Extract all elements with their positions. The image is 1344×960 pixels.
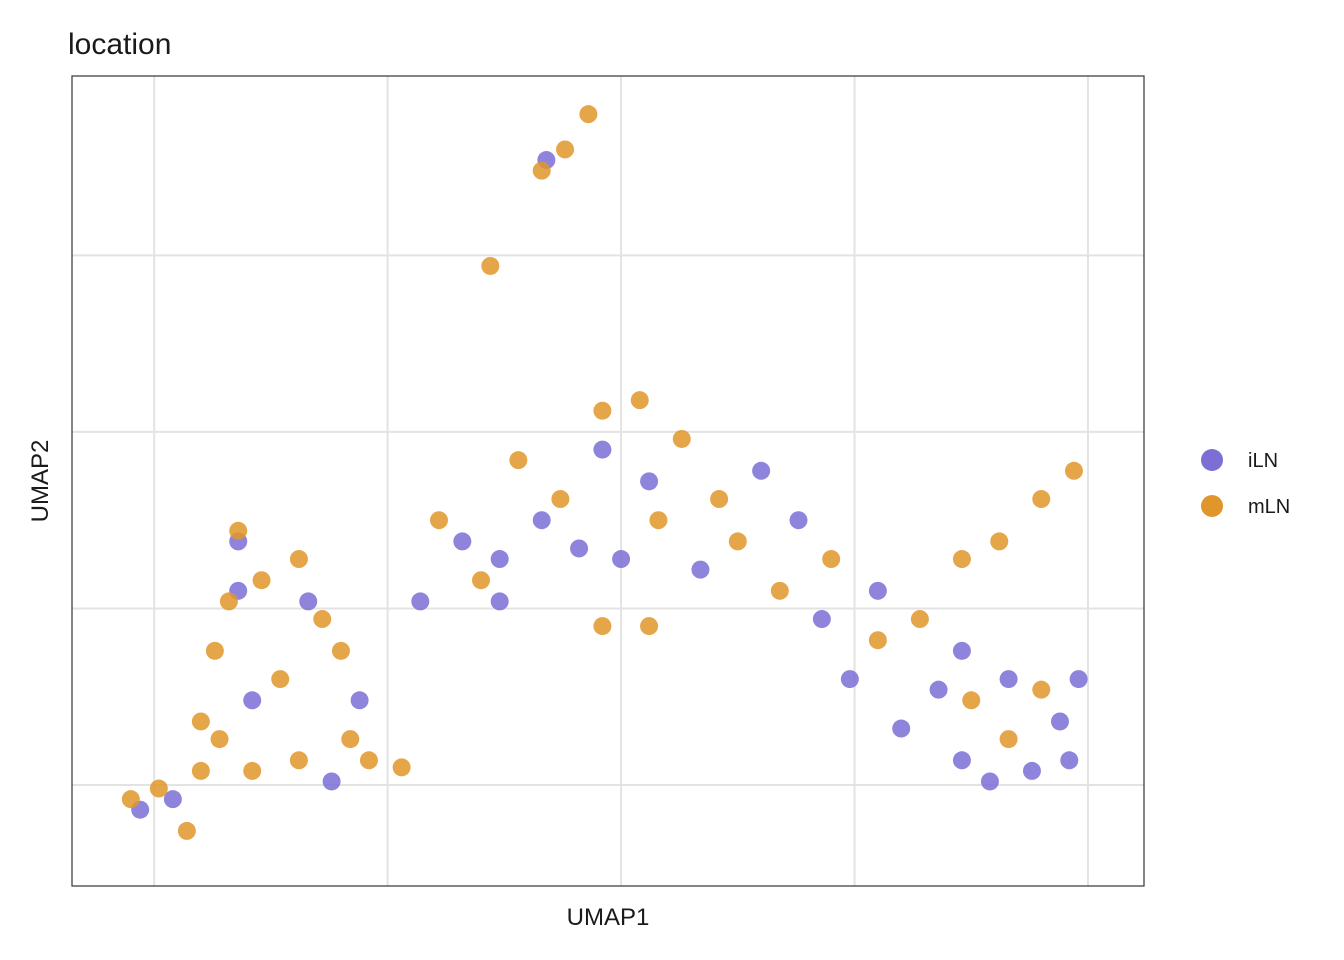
point bbox=[612, 550, 631, 569]
chart-title: location bbox=[68, 28, 171, 61]
point bbox=[1032, 490, 1051, 509]
point bbox=[952, 641, 971, 660]
legend-marker bbox=[1201, 495, 1223, 517]
point bbox=[728, 532, 747, 551]
point bbox=[532, 511, 551, 530]
point bbox=[177, 821, 196, 840]
point bbox=[1032, 680, 1051, 699]
point bbox=[551, 490, 570, 509]
point bbox=[163, 790, 182, 809]
point bbox=[640, 472, 659, 491]
point bbox=[752, 461, 771, 480]
point bbox=[990, 532, 1009, 551]
point bbox=[289, 550, 308, 569]
point bbox=[331, 641, 350, 660]
point bbox=[411, 592, 430, 611]
point bbox=[252, 571, 271, 590]
points bbox=[121, 105, 1088, 840]
legend-label: mLN bbox=[1248, 496, 1290, 518]
grid bbox=[72, 76, 1144, 886]
point bbox=[999, 670, 1018, 689]
point bbox=[593, 440, 612, 459]
point bbox=[453, 532, 472, 551]
point bbox=[243, 691, 262, 710]
point bbox=[649, 511, 668, 530]
point bbox=[630, 391, 649, 410]
point bbox=[1069, 670, 1088, 689]
point bbox=[490, 592, 509, 611]
point bbox=[359, 751, 378, 770]
point bbox=[556, 140, 575, 159]
legend: iLN mLN bbox=[1201, 449, 1290, 518]
point bbox=[509, 451, 528, 470]
point bbox=[952, 550, 971, 569]
point bbox=[710, 490, 729, 509]
point bbox=[570, 539, 589, 558]
point bbox=[640, 617, 659, 636]
point bbox=[532, 161, 551, 180]
point bbox=[910, 610, 929, 629]
point bbox=[840, 670, 859, 689]
point bbox=[243, 761, 262, 780]
point bbox=[191, 712, 210, 731]
point bbox=[1022, 761, 1041, 780]
point bbox=[350, 691, 369, 710]
point bbox=[341, 730, 360, 749]
point bbox=[579, 105, 598, 124]
point bbox=[999, 730, 1018, 749]
point bbox=[289, 751, 308, 770]
point bbox=[593, 617, 612, 636]
y-axis-label: UMAP2 bbox=[27, 440, 54, 523]
point bbox=[271, 670, 290, 689]
point bbox=[313, 610, 332, 629]
legend-label: iLN bbox=[1248, 450, 1278, 472]
point bbox=[191, 761, 210, 780]
point bbox=[1060, 751, 1079, 770]
point bbox=[929, 680, 948, 699]
point bbox=[392, 758, 411, 777]
x-axis-label: UMAP1 bbox=[567, 904, 650, 931]
point bbox=[952, 751, 971, 770]
point bbox=[472, 571, 491, 590]
point bbox=[149, 779, 168, 798]
point bbox=[868, 631, 887, 650]
point bbox=[121, 790, 140, 809]
point bbox=[822, 550, 841, 569]
point bbox=[429, 511, 448, 530]
point bbox=[490, 550, 509, 569]
point bbox=[962, 691, 981, 710]
point bbox=[672, 429, 691, 448]
point bbox=[770, 581, 789, 600]
point bbox=[868, 581, 887, 600]
point bbox=[1050, 712, 1069, 731]
point bbox=[299, 592, 318, 611]
point bbox=[789, 511, 808, 530]
plot-border bbox=[71, 75, 1145, 887]
point bbox=[980, 772, 999, 791]
point bbox=[812, 610, 831, 629]
point bbox=[593, 401, 612, 420]
legend-marker bbox=[1201, 449, 1223, 471]
point bbox=[219, 592, 238, 611]
point bbox=[229, 521, 248, 540]
point bbox=[205, 641, 224, 660]
point bbox=[210, 730, 229, 749]
point bbox=[1064, 461, 1083, 480]
point bbox=[322, 772, 341, 791]
point bbox=[691, 560, 710, 579]
point bbox=[892, 719, 911, 738]
point bbox=[481, 256, 500, 275]
